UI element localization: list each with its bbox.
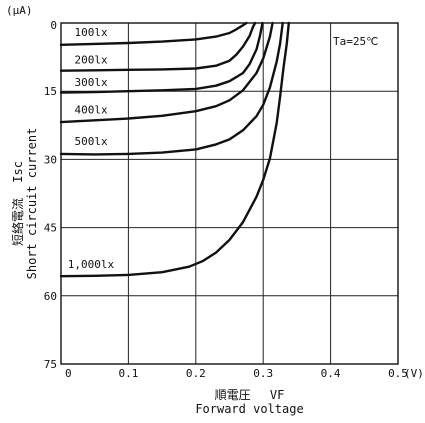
series-line	[59, 21, 264, 94]
series-line	[59, 21, 248, 46]
series-line	[59, 21, 257, 72]
y-axis-title-line1: 短絡電流 Isc	[10, 161, 25, 246]
curve-label: 100lx	[74, 26, 107, 39]
curve-label: 1,000lx	[68, 258, 115, 271]
x-axis-title: 順電圧 VF Forward voltage	[195, 388, 303, 416]
curve-labels: 100lx 200lx 300lx 400lx 500lx 1,000lx	[68, 26, 115, 271]
x-axis-title-symbol: VF	[270, 388, 284, 402]
x-tick-label: 0.5	[388, 367, 408, 380]
y-tick-label: 45	[44, 222, 57, 235]
y-axis-title: 短絡電流 Isc Short circuit current	[10, 128, 39, 280]
tick-labels: 0 0.1 0.2 0.3 0.4 0.5 0 15 30 45 60 75	[44, 19, 408, 380]
curve-label: 300lx	[74, 76, 107, 89]
series-line	[59, 21, 290, 278]
y-axis-title-en: Short circuit current	[25, 128, 39, 280]
y-axis-title-symbol: Isc	[11, 161, 25, 183]
series-line	[59, 21, 274, 124]
y-tick-label: 75	[44, 358, 57, 371]
x-axis-title-jp: 順電圧	[215, 388, 251, 402]
y-tick-label: 60	[44, 290, 57, 303]
x-tick-label: 0	[65, 367, 72, 380]
y-tick-label: 0	[50, 19, 57, 32]
x-tick-label: 0.4	[321, 367, 341, 380]
x-tick-label: 0.1	[118, 367, 138, 380]
y-unit-label: (μA)	[6, 4, 33, 17]
x-tick-label: 0.2	[186, 367, 206, 380]
y-tick-label: 15	[44, 85, 57, 98]
curve-label: 200lx	[74, 53, 107, 66]
x-axis-title-en: Forward voltage	[195, 402, 303, 416]
series	[59, 21, 290, 278]
x-unit-label: (V)	[404, 367, 424, 380]
x-axis-title-line1: 順電圧 VF	[215, 388, 285, 402]
y-tick-label: 30	[44, 153, 57, 166]
curve-label: 500lx	[74, 135, 107, 148]
series-line	[59, 21, 284, 156]
curve-label: 400lx	[74, 103, 107, 116]
grid	[61, 23, 398, 364]
y-axis-title-jp: 短絡電流	[10, 198, 25, 246]
plot-frame	[60, 22, 399, 365]
condition-note: Ta=25℃	[333, 35, 378, 48]
x-tick-label: 0.3	[253, 367, 273, 380]
